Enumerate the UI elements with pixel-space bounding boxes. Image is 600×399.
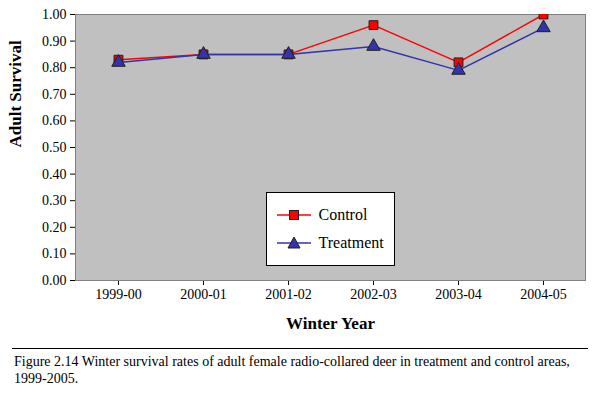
svg-text:Winter Year: Winter Year bbox=[286, 314, 375, 333]
svg-text:0.70: 0.70 bbox=[42, 87, 67, 102]
svg-text:2001-02: 2001-02 bbox=[265, 287, 312, 302]
html-text:Figure 2.14 Winter survival ra: Figure 2.14 Winter survival rates of adu… bbox=[14, 354, 570, 386]
svg-text:2003-04: 2003-04 bbox=[435, 287, 482, 302]
svg-text:1.00: 1.00 bbox=[42, 7, 67, 22]
svg-text:0.80: 0.80 bbox=[42, 60, 67, 75]
svg-text:2002-03: 2002-03 bbox=[350, 287, 397, 302]
svg-text:0.90: 0.90 bbox=[42, 34, 67, 49]
svg-text:0.30: 0.30 bbox=[42, 193, 67, 208]
svg-text:2004-05: 2004-05 bbox=[520, 287, 567, 302]
svg-text:2000-01: 2000-01 bbox=[180, 287, 227, 302]
svg-text:0.50: 0.50 bbox=[42, 140, 67, 155]
html-text:Control: Control bbox=[318, 206, 368, 223]
svg-text:0.00: 0.00 bbox=[42, 273, 67, 288]
svg-text:0.20: 0.20 bbox=[42, 220, 67, 235]
svg-text:0.10: 0.10 bbox=[42, 246, 67, 261]
svg-text:Adult Survival: Adult Survival bbox=[6, 40, 25, 147]
svg-text:1999-00: 1999-00 bbox=[95, 287, 142, 302]
svg-text:0.40: 0.40 bbox=[42, 167, 67, 182]
html-text:Treatment: Treatment bbox=[318, 234, 384, 251]
svg-text:0.60: 0.60 bbox=[42, 113, 67, 128]
